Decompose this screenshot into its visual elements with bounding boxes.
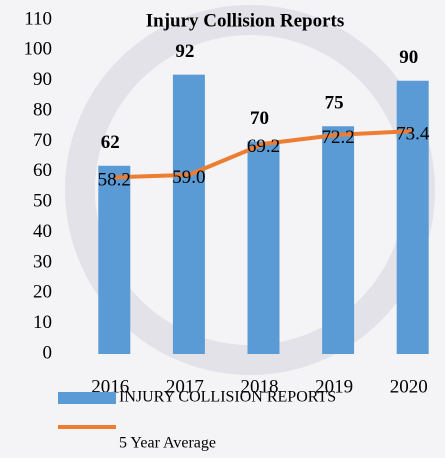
bar-label: 92	[175, 41, 194, 62]
y-tick-label: 60	[33, 160, 52, 181]
x-tick-label: 2018	[241, 376, 279, 397]
y-tick-label: 10	[33, 312, 52, 333]
line-label: 72.2	[321, 127, 354, 148]
y-tick-label: 0	[43, 342, 53, 363]
x-tick-label: 2019	[315, 376, 353, 397]
bar-label: 75	[325, 93, 344, 114]
bar	[396, 80, 429, 355]
line-label: 69.2	[247, 136, 280, 157]
legend-label: INJURY COLLISION REPORTS	[119, 389, 336, 406]
bar	[172, 74, 205, 355]
y-tick-label: 50	[33, 191, 52, 212]
bar	[98, 165, 131, 354]
y-tick-label: 40	[33, 221, 52, 242]
bar-label: 90	[399, 47, 418, 68]
y-tick-label: 30	[33, 251, 52, 272]
bar-label: 62	[101, 132, 120, 153]
x-tick-label: 2020	[390, 376, 428, 397]
y-tick-label: 20	[33, 282, 52, 303]
y-tick-label: 80	[33, 99, 52, 120]
y-tick-label: 110	[24, 8, 52, 29]
bar-label: 70	[250, 108, 269, 129]
y-tick-label: 70	[33, 130, 52, 151]
legend-label: 5 Year Average	[119, 435, 216, 452]
line-label: 73.4	[396, 123, 430, 144]
bar	[247, 141, 280, 354]
y-tick-label: 100	[24, 39, 53, 60]
line-label: 58.2	[98, 170, 131, 191]
x-tick-label: 2017	[166, 376, 204, 397]
y-tick-label: 90	[33, 69, 52, 90]
legend-swatch	[58, 392, 116, 404]
chart-title: Injury Collision Reports	[146, 10, 344, 31]
line	[114, 129, 413, 180]
line-label: 59.0	[172, 167, 205, 188]
bar	[322, 126, 355, 354]
